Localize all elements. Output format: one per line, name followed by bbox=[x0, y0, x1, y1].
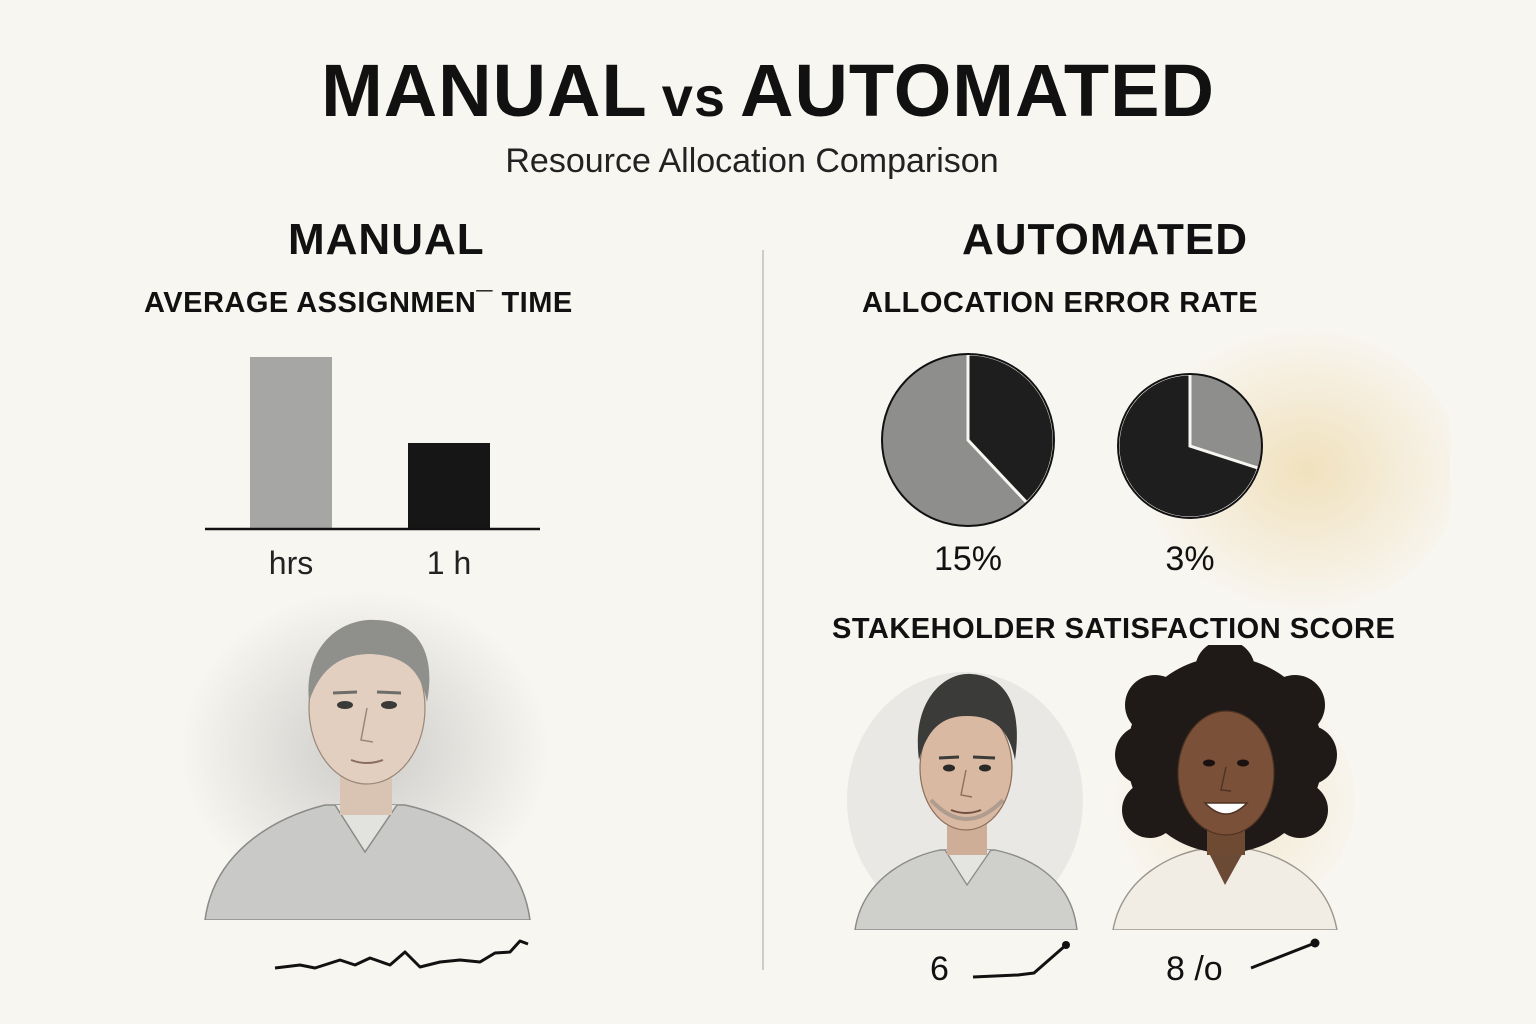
title-vs: vs bbox=[661, 65, 726, 128]
score-manual-stakeholder: 6 bbox=[930, 950, 949, 988]
manual-trend-line bbox=[274, 939, 529, 970]
bar-1 bbox=[408, 443, 490, 529]
trend-line-2 bbox=[1250, 938, 1320, 970]
trend-line-1 bbox=[972, 941, 1070, 979]
pie-0-outline bbox=[881, 353, 1055, 527]
manual-portrait bbox=[180, 590, 550, 920]
page-subtitle: Resource Allocation Comparison bbox=[505, 142, 999, 180]
automated-heading: AUTOMATED bbox=[962, 215, 1249, 264]
bar-label-1: 1 h bbox=[427, 545, 471, 581]
bar-label-0: hrs bbox=[269, 545, 313, 581]
pie-1-label: 3% bbox=[1165, 540, 1214, 578]
score-automated-stakeholder: 8 /o bbox=[1166, 950, 1223, 988]
bar-chart-title: AVERAGE ASSIGNMEN¯ TIME bbox=[144, 287, 573, 319]
pie-chart-title: ALLOCATION ERROR RATE bbox=[862, 287, 1259, 319]
pie-1-outline bbox=[1117, 373, 1263, 519]
stakeholder-man-portrait bbox=[847, 672, 1083, 930]
bar-chart: hrs 1 h bbox=[205, 357, 540, 581]
title-automated: AUTOMATED bbox=[740, 49, 1215, 132]
pie-charts: 15% 3% bbox=[881, 352, 1263, 578]
manual-heading: MANUAL bbox=[288, 215, 485, 264]
pie-0-label: 15% bbox=[934, 540, 1002, 578]
bar-0 bbox=[250, 357, 332, 529]
title-manual: MANUAL bbox=[321, 49, 648, 132]
page-title: MANUAL vs AUTOMATED bbox=[0, 48, 1536, 133]
column-divider bbox=[762, 250, 764, 970]
stakeholder-woman-portrait bbox=[1112, 645, 1338, 930]
satisfaction-title: STAKEHOLDER SATISFACTION SCORE bbox=[832, 613, 1396, 645]
